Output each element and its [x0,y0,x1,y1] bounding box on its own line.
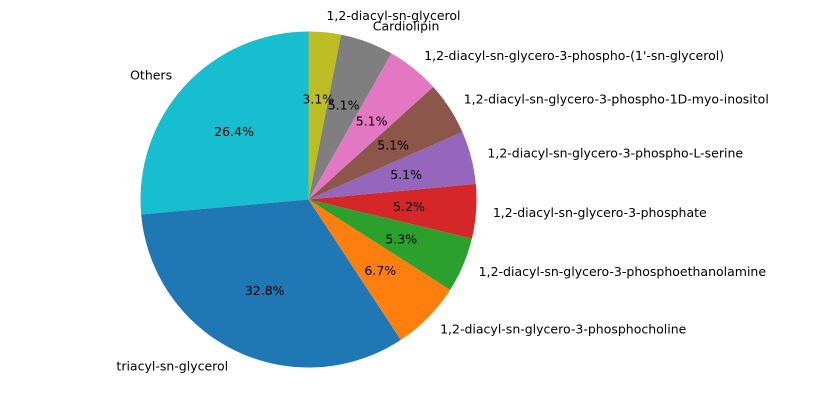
pie-slice-1-2-diacyl-sn-glycero-3-phosphocholine [308,199,451,340]
slice-percent-1-2-diacyl-sn-glycero-3-phosphate: 5.2% [393,199,425,214]
slice-label-1-2-diacyl-sn-glycero-3-phosphocholine: 1,2-diacyl-sn-glycero-3-phosphocholine [440,322,687,337]
pie-slice-1-2-diacyl-sn-glycero-3-phospho-1-sn-glycerol [308,53,434,200]
pie-slice-1-2-diacyl-sn-glycero-3-phosphoethanolamine [308,199,472,290]
pie-slice-triacyl-sn-glycerol [141,199,401,368]
slice-label-1-2-diacyl-sn-glycero-3-phospho-1d-myo-inositol: 1,2-diacyl-sn-glycero-3-phospho-1D-myo-i… [464,92,769,107]
slice-percent-triacyl-sn-glycerol: 32.8% [245,283,285,298]
slice-label-triacyl-sn-glycerol: triacyl-sn-glycerol [116,358,228,373]
slice-label-1-2-diacyl-sn-glycero-3-phospho-1-sn-glycerol: 1,2-diacyl-sn-glycero-3-phospho-(1'-sn-g… [424,48,724,63]
slice-percent-cardiolipin: 5.1% [328,97,360,112]
slice-label-1-2-diacyl-sn-glycero-3-phosphate: 1,2-diacyl-sn-glycero-3-phosphate [493,205,707,220]
pie-slices [140,31,477,368]
pie-slice-1-2-diacyl-sn-glycero-3-phosphate [308,183,477,239]
pie-slice-others [140,31,309,215]
slice-label-1-2-diacyl-sn-glycero-3-phosphoethanolamine: 1,2-diacyl-sn-glycero-3-phosphoethanolam… [479,264,767,279]
slice-percent-1-2-diacyl-sn-glycero-3-phospho-1d-myo-inositol: 5.1% [377,137,409,152]
slice-percent-1-2-diacyl-sn-glycero-3-phospho-1-sn-glycerol: 5.1% [356,113,388,128]
pie-labels: Others 26.4% triacyl-sn-glycerol 32.8% 1,2-d… [116,8,768,373]
pie-slice-1-2-diacyl-sn-glycero-3-phospho-1d-myo-inositol [308,86,463,200]
slice-label-cardiolipin: Cardiolipin [373,19,440,34]
slice-percent-others: 26.4% [214,124,254,139]
pie-slice-1-2-diacyl-sn-glycero-3-phospho-l-serine [308,131,476,200]
pie-slice-1-2-diacyl-sn-glycerol [308,31,342,200]
slice-percent-1-2-diacyl-sn-glycero-3-phospho-l-serine: 5.1% [390,167,422,182]
slice-percent-1-2-diacyl-sn-glycero-3-phosphocholine: 6.7% [364,263,396,278]
slice-percent-1-2-diacyl-sn-glycero-3-phosphoethanolamine: 5.3% [385,231,417,246]
pie-slice-cardiolipin [308,34,392,200]
slice-label-1-2-diacyl-sn-glycero-3-phospho-l-serine: 1,2-diacyl-sn-glycero-3-phospho-L-serine [487,146,743,161]
slice-label-others: Others [130,67,172,82]
slice-label-1-2-diacyl-sn-glycerol: 1,2-diacyl-sn-glycerol [326,8,460,23]
slice-percent-1-2-diacyl-sn-glycerol: 3.1% [302,92,334,107]
